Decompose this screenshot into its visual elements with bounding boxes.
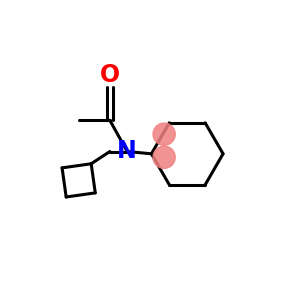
Circle shape	[153, 123, 175, 145]
Circle shape	[153, 146, 175, 168]
Text: N: N	[117, 140, 137, 164]
Text: O: O	[100, 63, 120, 87]
